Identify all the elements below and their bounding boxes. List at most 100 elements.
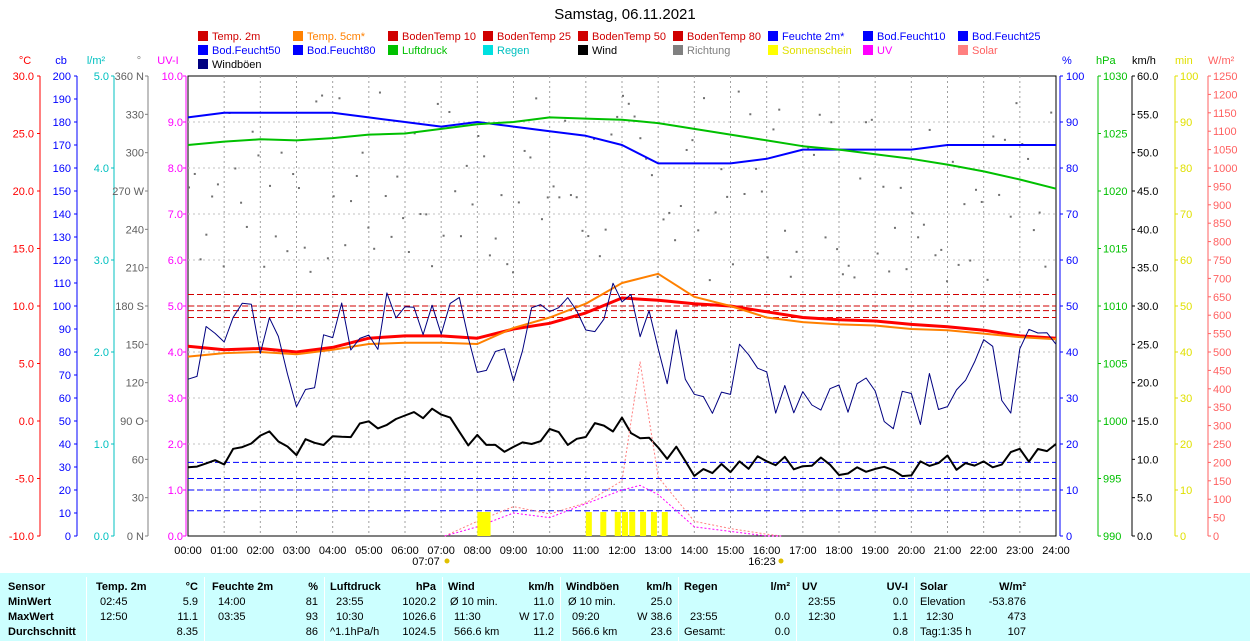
legend-swatch xyxy=(673,31,683,41)
axis-unit-label: °C xyxy=(19,55,31,67)
axis-tick-label: 50 xyxy=(59,416,71,428)
axis-tick-label: 60 xyxy=(1066,255,1078,267)
direction-point xyxy=(373,247,376,250)
direction-point xyxy=(222,265,225,268)
sum-uv-unit: UV-I xyxy=(886,581,908,593)
axis-tick-label: 20.0 xyxy=(13,186,34,198)
sum-solar-unit: W/m² xyxy=(999,581,1026,593)
axis-tick-label: 120 xyxy=(126,378,144,390)
axis-tick-label: 3.0 xyxy=(94,255,109,267)
axis-tick-label: 550 xyxy=(1213,329,1231,341)
axis-tick-label: 4.0 xyxy=(168,347,183,359)
direction-point xyxy=(396,175,399,178)
sum-avg-label: Durchschnitt xyxy=(8,626,76,638)
x-tick-15-00: 15:00 xyxy=(717,545,745,557)
direction-point xyxy=(593,138,596,141)
axis-tick-label: 0 xyxy=(1213,531,1219,543)
direction-point xyxy=(523,149,526,152)
axis-tick-label: 10 xyxy=(1180,485,1192,497)
direction-point xyxy=(540,218,543,221)
direction-point xyxy=(674,239,677,242)
axis-tick-label: 850 xyxy=(1213,218,1231,230)
axis-tick-label: 800 xyxy=(1213,237,1231,249)
direction-point xyxy=(743,192,746,195)
sum-temp-max-time: 12:50 xyxy=(100,611,128,623)
direction-point xyxy=(963,203,966,206)
direction-point xyxy=(812,153,815,156)
legend-label: Windböen xyxy=(212,59,262,71)
series-feuchte-2m xyxy=(187,111,1056,165)
axis-c: °C 30.0 25.0 20.0 15.0 10.0 5.0 0.0 -5.0 -10.0 xyxy=(9,55,41,543)
sum-rain-max-val: 0.0 xyxy=(774,611,790,623)
direction-point xyxy=(471,203,474,206)
legend-swatch xyxy=(483,45,493,55)
legend-swatch xyxy=(483,31,493,41)
direction-point xyxy=(998,193,1001,196)
axis-tick-label: 200 xyxy=(1213,457,1231,469)
legend-swatch xyxy=(578,45,588,55)
axis-tick-label: 30 xyxy=(1180,393,1192,405)
sum-min-label: MinWert xyxy=(8,596,52,608)
sunshine-bar xyxy=(585,512,592,536)
axis-tick-label: 9.0 xyxy=(168,117,183,129)
axis-tick-label: 100 xyxy=(53,301,71,313)
axis-unit-label: cb xyxy=(55,55,67,67)
sum-hum-max-time: 03:35 xyxy=(218,611,246,623)
sum-wind-min-label: Ø 10 min. xyxy=(450,596,498,608)
direction-point xyxy=(199,258,202,261)
x-tick-20-00: 20:00 xyxy=(898,545,926,557)
direction-point xyxy=(205,233,208,236)
axis-tick-label: 30 xyxy=(1066,393,1078,405)
x-tick-17-00: 17:00 xyxy=(789,545,817,557)
direction-point xyxy=(483,155,486,158)
direction-point xyxy=(494,237,497,240)
axis-unit-label: UV-I xyxy=(157,55,178,67)
legend-label: Luftdruck xyxy=(402,45,448,57)
axis-tick-label: 0 N xyxy=(127,531,144,543)
axis-km-h: km/h 60.0 55.0 50.0 45.0 40.0 35.0 30.0 25.0 20.0… xyxy=(1131,55,1158,543)
legend-label: Bod.Feucht50 xyxy=(212,45,281,57)
legend-swatch xyxy=(768,31,778,41)
sum-rain-max-time: 23:55 xyxy=(690,611,718,623)
axis-tick-label: 130 xyxy=(53,232,71,244)
sum-wind-avg-val: 11.2 xyxy=(533,626,554,638)
legend-item-bod-feucht50: Bod.Feucht50 xyxy=(198,45,281,58)
legend-item-bodentemp-10: BodenTemp 10 xyxy=(388,31,476,44)
sum-temp-unit: °C xyxy=(185,581,198,593)
direction-point xyxy=(303,246,306,249)
axis-tick-label: 80 xyxy=(1066,163,1078,175)
axis-tick-label: 170 xyxy=(53,140,71,152)
x-tick-19-00: 19:00 xyxy=(861,545,889,557)
direction-point xyxy=(546,196,549,199)
x-tick-05-00: 05:00 xyxy=(355,545,383,557)
axis-tick-label: 90 xyxy=(1180,117,1192,129)
direction-point xyxy=(488,254,491,257)
axis-tick-label: 1050 xyxy=(1213,145,1237,157)
x-tick-00-00: 00:00 xyxy=(174,545,202,557)
direction-point xyxy=(876,252,879,255)
direction-point xyxy=(425,213,428,216)
direction-point xyxy=(280,151,283,154)
sunshine-bar xyxy=(484,512,491,536)
axis-uv-i: UV-I 10.0 9.0 8.0 7.0 6.0 5.0 4.0 3.0 2.0 1.0 0.0 xyxy=(157,55,187,543)
legend-swatch xyxy=(863,45,873,55)
sum-rain-header: Regen xyxy=(684,581,718,593)
x-tick-11-00: 11:00 xyxy=(572,545,599,557)
direction-point xyxy=(888,270,891,273)
direction-point xyxy=(286,250,289,253)
legend-label: Solar xyxy=(972,45,998,57)
axis-tick-label: 100 xyxy=(1066,71,1084,83)
axis-tick-label: 5.0 xyxy=(19,359,34,371)
series-uv xyxy=(444,484,782,537)
direction-point xyxy=(367,226,370,229)
axis-tick-label: 400 xyxy=(1213,384,1231,396)
x-tick-13-00: 13:00 xyxy=(644,545,672,557)
direction-point xyxy=(737,90,740,93)
legend-label: Regen xyxy=(497,45,530,57)
x-tick-23-00: 23:00 xyxy=(1006,545,1034,557)
direction-point xyxy=(893,226,896,229)
axis-cb: cb20019018017016015014013012011010090807… xyxy=(53,55,78,543)
direction-point xyxy=(992,135,995,138)
legend-item-sonnenschein: Sonnenschein xyxy=(768,45,852,58)
legend-label: Bod.Feucht25 xyxy=(972,31,1041,43)
